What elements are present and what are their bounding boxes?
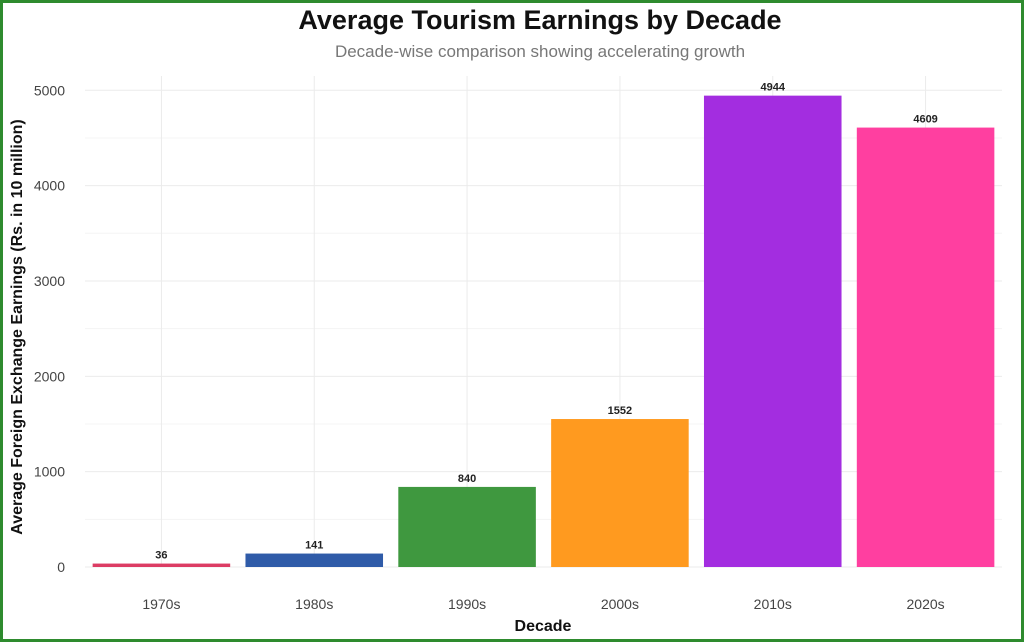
bars bbox=[92, 95, 995, 568]
bar-2020s bbox=[856, 127, 995, 568]
data-label: 840 bbox=[458, 473, 476, 485]
data-label: 4944 bbox=[761, 82, 786, 94]
y-tick-label: 0 bbox=[57, 559, 65, 575]
x-tick-label: 2010s bbox=[754, 596, 792, 612]
bar-2010s bbox=[703, 95, 842, 567]
data-label: 141 bbox=[305, 540, 323, 552]
y-tick-label: 2000 bbox=[34, 368, 65, 384]
y-axis-title: Average Foreign Exchange Earnings (Rs. i… bbox=[9, 119, 26, 535]
data-labels: 36 141 840 1552 4944 4609 bbox=[155, 82, 938, 562]
bar-1970s bbox=[92, 563, 231, 567]
bar-1990s bbox=[398, 486, 536, 567]
x-axis-title: Decade bbox=[515, 618, 572, 635]
data-label: 36 bbox=[155, 550, 167, 562]
x-tick-label: 1980s bbox=[295, 596, 333, 612]
bar-1980s bbox=[245, 553, 384, 567]
x-tick-label: 2020s bbox=[907, 596, 945, 612]
y-tick-label: 5000 bbox=[34, 82, 65, 98]
bar-2000s bbox=[551, 419, 689, 567]
y-tick-label: 3000 bbox=[34, 273, 65, 289]
x-tick-label: 1990s bbox=[448, 596, 486, 612]
data-label: 4609 bbox=[913, 114, 937, 126]
y-axis-ticks: 0 1000 2000 3000 4000 5000 bbox=[34, 82, 65, 575]
x-axis-ticks: 1970s 1980s 1990s 2000s 2010s 2020s bbox=[142, 596, 944, 612]
y-tick-label: 1000 bbox=[34, 464, 65, 480]
x-tick-label: 2000s bbox=[601, 596, 639, 612]
data-label: 1552 bbox=[608, 405, 632, 417]
chart-subtitle: Decade-wise comparison showing accelerat… bbox=[335, 42, 745, 61]
chart-title: Average Tourism Earnings by Decade bbox=[298, 5, 781, 35]
y-tick-label: 4000 bbox=[34, 178, 65, 194]
x-tick-label: 1970s bbox=[142, 596, 180, 612]
